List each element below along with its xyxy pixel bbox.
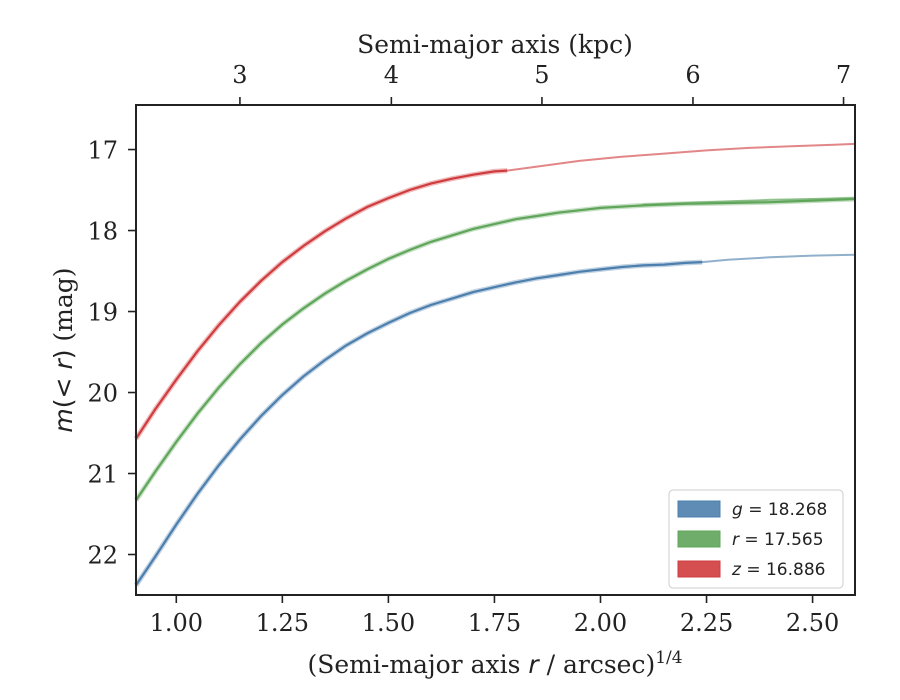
y-tick-label: 19 [87, 299, 118, 327]
x-tick-label: 1.25 [256, 609, 309, 637]
legend-label-g: g = 18.268 [732, 500, 827, 520]
series-z-band [133, 168, 508, 441]
bottom-axis-title: (Semi-major axis r / arcsec)1/4 [307, 648, 682, 679]
x-tick-label: 1.50 [362, 609, 415, 637]
top-tick-label: 4 [384, 61, 399, 89]
legend: g = 18.268 r = 17.565 z = 16.886 [668, 489, 844, 589]
series-g-line [135, 261, 703, 586]
x-tick-label: 2.00 [574, 609, 627, 637]
top-tick-label: 3 [232, 61, 247, 89]
top-axis-ticks: 3 4 5 6 7 [232, 61, 851, 105]
top-tick-label: 7 [836, 61, 851, 89]
legend-swatch-r [677, 530, 721, 548]
curves-layer [133, 142, 856, 587]
y-tick-label: 21 [87, 461, 118, 489]
series-z-extension [507, 142, 856, 172]
series-g-extension [702, 253, 856, 264]
series-r-band [133, 196, 856, 502]
y-tick-label: 17 [87, 137, 118, 165]
top-axis-title: Semi-major axis (kpc) [357, 30, 633, 59]
x-tick-label: 2.50 [786, 609, 839, 637]
x-tick-label: 2.25 [680, 609, 733, 637]
y-tick-label: 20 [87, 380, 118, 408]
legend-swatch-z [677, 560, 721, 578]
axes-frame [135, 104, 856, 596]
series-r-line [135, 197, 856, 501]
y-tick-label: 18 [87, 218, 118, 246]
x-tick-label: 1.75 [468, 609, 521, 637]
y-tick-label: 22 [87, 542, 118, 570]
legend-label-r: r = 17.565 [732, 530, 824, 550]
top-tick-label: 6 [685, 61, 700, 89]
bottom-axis-ticks: 1.00 1.25 1.50 1.75 2.00 2.25 2.50 [150, 595, 839, 637]
series-z-line [135, 169, 508, 440]
left-axis-title: m(< r) (mag) [49, 267, 78, 432]
top-tick-label: 5 [534, 61, 549, 89]
legend-label-z: z = 16.886 [731, 560, 825, 580]
left-axis-ticks: 17 18 19 20 21 22 [87, 137, 136, 570]
x-tick-label: 1.00 [150, 609, 203, 637]
legend-swatch-g [677, 500, 721, 518]
